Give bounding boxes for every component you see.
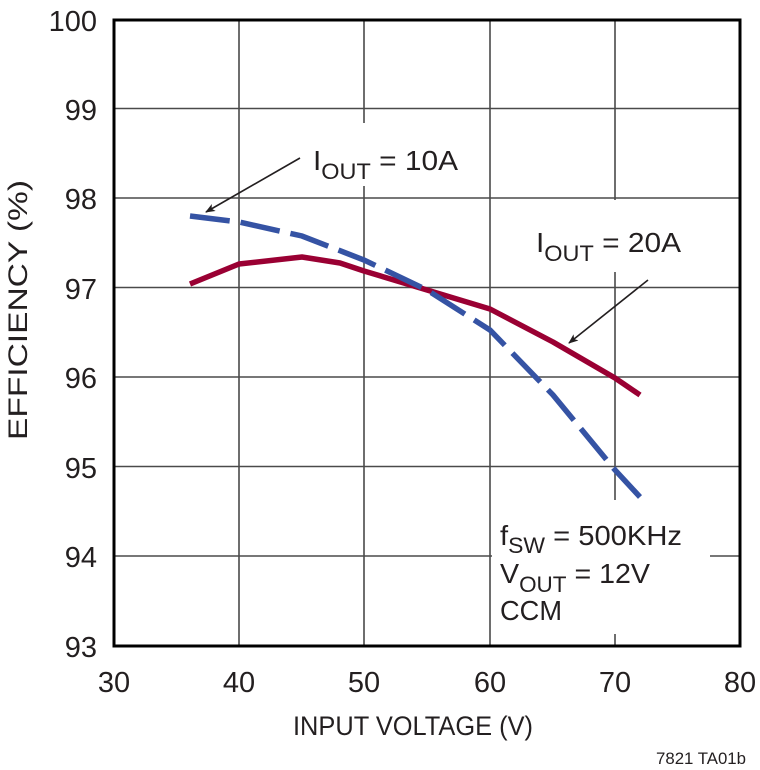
y-tick-98: 98 (65, 184, 97, 216)
x-tick-30: 30 (98, 667, 130, 699)
y-tick-99: 99 (65, 95, 97, 127)
y-tick-93: 93 (65, 632, 97, 664)
y-tick-97: 97 (65, 274, 97, 306)
figure-id: 7821 TA01b (656, 749, 746, 768)
arrow-20a (568, 279, 649, 344)
y-tick-94: 94 (65, 542, 97, 574)
x-tick-60: 60 (474, 667, 506, 699)
arrow-10a (205, 157, 301, 213)
condition-mode: CCM (500, 595, 562, 626)
y-axis-title: EFFICIENCY (%) (3, 180, 33, 440)
y-tick-95: 95 (65, 453, 97, 485)
plot-frame (112, 18, 742, 648)
y-tick-labels: 100 99 98 97 96 95 94 93 (49, 6, 97, 664)
operating-conditions: fSW = 500KHz VOUT = 12V CCM (500, 520, 682, 626)
x-tick-40: 40 (223, 667, 255, 699)
x-axis-title: INPUT VOLTAGE (V) (293, 711, 533, 741)
x-tick-80: 80 (724, 667, 756, 699)
condition-vout: VOUT = 12V (500, 558, 650, 597)
grid (114, 20, 740, 646)
x-tick-50: 50 (348, 667, 380, 699)
y-tick-100: 100 (49, 6, 97, 38)
y-tick-96: 96 (65, 363, 97, 395)
label-iout-10a: IOUT = 10A (313, 145, 458, 184)
x-tick-labels: 30 40 50 60 70 80 (98, 667, 756, 699)
series-iout-10a (189, 213, 643, 499)
label-iout-20a: IOUT = 20A (536, 227, 681, 266)
condition-fsw: fSW = 500KHz (500, 520, 682, 558)
series-iout-20a (188, 254, 642, 398)
x-tick-70: 70 (599, 667, 631, 699)
